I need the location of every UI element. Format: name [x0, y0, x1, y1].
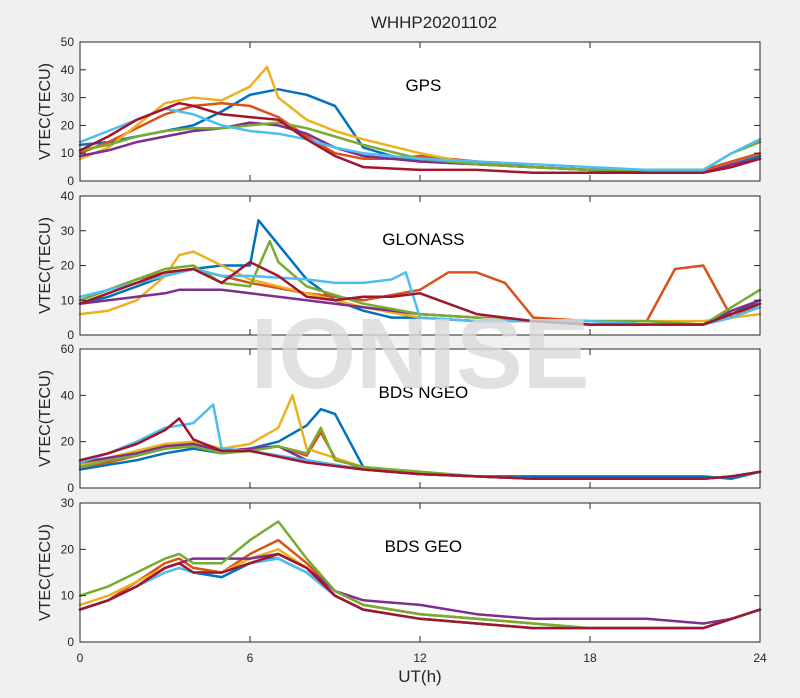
x-tick-label: 18: [583, 651, 597, 665]
y-tick-label: 40: [61, 189, 75, 203]
series-line-6: [78, 260, 762, 326]
figure-title: WHHP20201102: [371, 13, 497, 32]
watermark: IONISE: [251, 298, 590, 410]
panel-1: 0 10 20 30 40 GLONASS VTEC(TECU): [37, 189, 762, 342]
y-tick-label: 0: [67, 328, 74, 342]
series-line-6: [78, 552, 762, 630]
y-axis-label: VTEC(TECU): [37, 524, 54, 621]
panel-0: 0 10 20 30 40 50 GPS VTEC(TECU): [37, 35, 762, 188]
y-tick-label: 40: [61, 388, 75, 402]
y-axis-label: VTEC(TECU): [37, 63, 54, 160]
panel-label: BDS NGEO: [379, 383, 469, 402]
y-tick-label: 30: [61, 496, 75, 510]
y-tick-label: 20: [61, 542, 75, 556]
x-axis-label: UT(h): [398, 667, 441, 686]
series-line-0: [78, 407, 762, 480]
y-tick-label: 40: [61, 63, 75, 77]
panels: 0 10 20 30 40 50 GPS VTEC(TECU) 0 10 20 30 40 GLONASS…: [37, 35, 767, 665]
panel-label: GPS: [405, 76, 441, 95]
y-tick-label: 20: [61, 118, 75, 132]
series-line-6: [78, 417, 762, 480]
panel-2: 0 20 40 60 BDS NGEO VTEC(TECU): [37, 342, 762, 495]
y-axis-label: VTEC(TECU): [37, 217, 54, 314]
series-line-4: [78, 239, 762, 326]
x-tick-label: 12: [413, 651, 427, 665]
panel-label: GLONASS: [382, 230, 464, 249]
y-tick-label: 0: [67, 174, 74, 188]
y-tick-label: 10: [61, 293, 75, 307]
y-tick-label: 30: [61, 224, 75, 238]
y-tick-label: 20: [61, 259, 75, 273]
plot-area: [80, 503, 760, 642]
panel-3: 0 10 20 30 0 6 12 18 24 BDS GEO VTEC(TECU): [37, 496, 767, 665]
plot-area: [80, 349, 760, 488]
y-tick-label: 0: [67, 635, 74, 649]
y-tick-label: 50: [61, 35, 75, 49]
x-tick-label: 6: [247, 651, 254, 665]
y-tick-label: 30: [61, 91, 75, 105]
y-tick-label: 10: [61, 589, 75, 603]
series-line-6: [78, 101, 762, 174]
x-tick-label: 0: [77, 651, 84, 665]
y-tick-label: 20: [61, 435, 75, 449]
x-tick-label: 24: [753, 651, 767, 665]
y-tick-label: 60: [61, 342, 75, 356]
y-tick-label: 10: [61, 146, 75, 160]
panel-label: BDS GEO: [385, 537, 462, 556]
y-axis-label: VTEC(TECU): [37, 370, 54, 467]
y-tick-label: 0: [67, 481, 74, 495]
